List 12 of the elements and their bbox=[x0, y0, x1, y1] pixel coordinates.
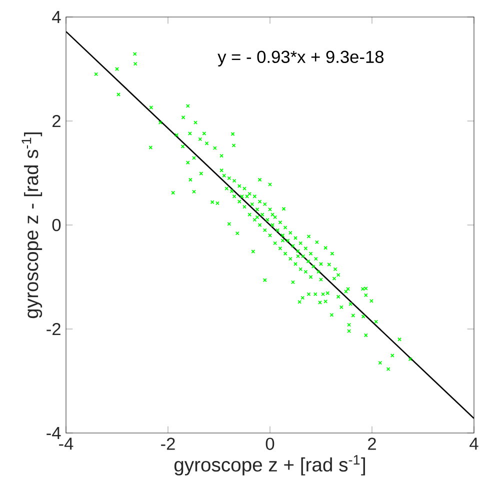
y-tick-label: 2 bbox=[52, 114, 60, 128]
y-tick-label: 4 bbox=[52, 11, 61, 23]
y-tick-label: -4 bbox=[46, 427, 61, 439]
x-tick-label: 2 bbox=[368, 438, 376, 450]
x-axis-title: gyroscope z + [rad s$^{-1}$] bbox=[174, 455, 365, 476]
x-tick-label: 4 bbox=[470, 438, 478, 450]
y-tick-label: -2 bbox=[46, 322, 60, 336]
annotation: y = - 0.93*x + 9.3e-18 bbox=[218, 50, 384, 66]
y-tick-label: 0 bbox=[52, 218, 61, 232]
x-tick-label: -2 bbox=[161, 438, 175, 450]
y-axis-title: gyroscope z - [rad s$^{-1}$] bbox=[22, 132, 42, 318]
x-tick-label: 0 bbox=[266, 438, 274, 450]
